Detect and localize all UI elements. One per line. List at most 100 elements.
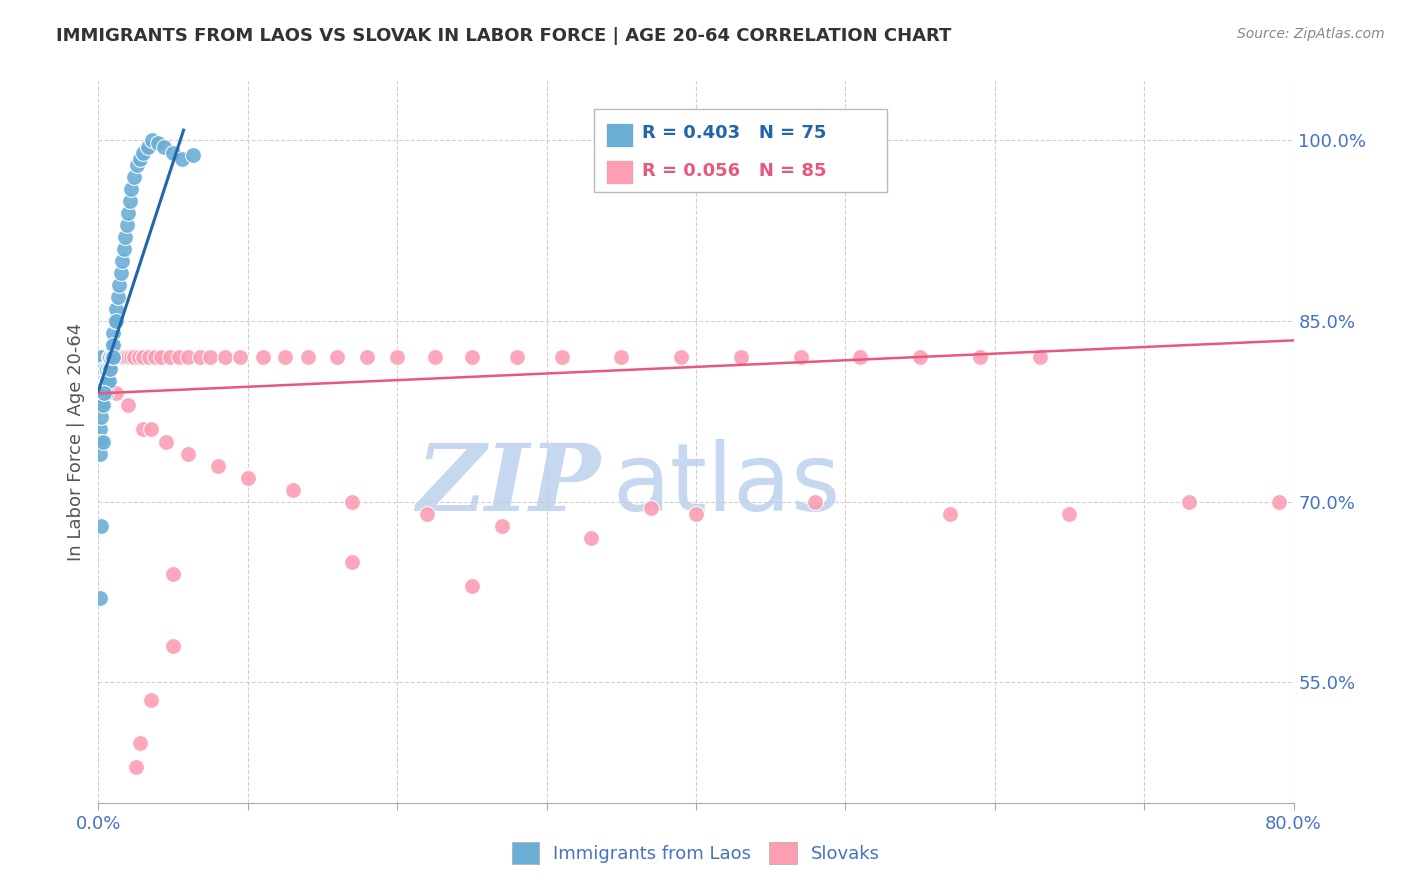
Point [640,500,662,515]
Point [252,351,274,365]
Point [491,519,513,533]
Point [112,242,135,256]
Point [124,351,146,365]
Point [90,519,112,533]
Point [105,351,128,365]
Point [581,531,603,545]
Point [326,351,349,365]
Point [91,375,114,389]
Legend: Immigrants from Laos, Slovaks: Immigrants from Laos, Slovaks [503,833,889,873]
Point [91,362,114,376]
Point [159,351,181,365]
Text: R = 0.403   N = 75: R = 0.403 N = 75 [643,124,827,142]
Point [139,693,162,707]
Point [97,351,120,365]
Point [103,326,125,341]
Point [107,351,129,365]
Point [143,351,166,365]
Point [96,362,118,376]
Point [105,386,128,401]
Point [93,362,115,376]
Point [96,375,118,389]
Bar [606,160,633,184]
Point [103,351,125,365]
Point [90,375,112,389]
Point [89,362,111,376]
Point [91,375,114,389]
Point [1028,351,1050,365]
Text: atlas: atlas [613,439,841,531]
Point [685,507,707,521]
Point [90,362,112,376]
Point [162,145,184,160]
Point [177,351,200,365]
Point [1267,495,1289,509]
Point [105,314,128,328]
Point [90,351,112,365]
Point [110,351,132,365]
Point [104,314,127,328]
Point [91,362,114,376]
Point [103,351,125,365]
Point [610,351,633,365]
Point [97,362,120,376]
Point [153,139,176,153]
Point [128,351,150,365]
Point [91,375,114,389]
Point [98,362,122,376]
Point [124,169,146,184]
Point [97,375,120,389]
Point [461,579,484,593]
Bar [606,123,633,147]
Point [125,760,148,774]
Point [93,375,115,389]
Point [93,386,115,401]
Point [129,736,152,750]
Point [89,423,111,437]
Point [91,375,114,389]
Point [90,375,112,389]
Point [132,351,155,365]
Point [89,375,111,389]
Point [90,386,112,401]
Point [91,434,114,449]
Point [108,277,131,292]
Point [127,158,149,172]
Point [969,351,991,365]
Text: IMMIGRANTS FROM LAOS VS SLOVAK IN LABOR FORCE | AGE 20-64 CORRELATION CHART: IMMIGRANTS FROM LAOS VS SLOVAK IN LABOR … [56,27,952,45]
Point [274,351,297,365]
FancyBboxPatch shape [595,109,887,193]
Point [94,375,117,389]
Point [93,351,115,365]
Point [97,351,120,365]
Point [91,375,114,389]
Point [342,555,364,569]
Point [136,139,159,153]
Point [908,351,931,365]
Point [297,351,319,365]
Point [172,152,194,166]
Point [94,375,117,389]
Point [181,148,204,162]
Point [129,152,152,166]
Point [132,423,155,437]
Point [200,351,222,365]
Point [117,206,139,220]
Point [550,351,572,365]
Point [98,362,122,376]
Point [89,398,111,412]
Point [110,266,132,280]
Point [89,386,111,401]
Point [229,351,252,365]
Point [177,447,200,461]
Point [120,182,142,196]
Point [1059,507,1081,521]
Point [89,375,111,389]
Point [91,375,114,389]
Text: R = 0.056   N = 85: R = 0.056 N = 85 [643,161,827,179]
Point [90,375,112,389]
Point [107,290,129,304]
Point [117,351,139,365]
Point [94,375,117,389]
Point [207,458,229,473]
